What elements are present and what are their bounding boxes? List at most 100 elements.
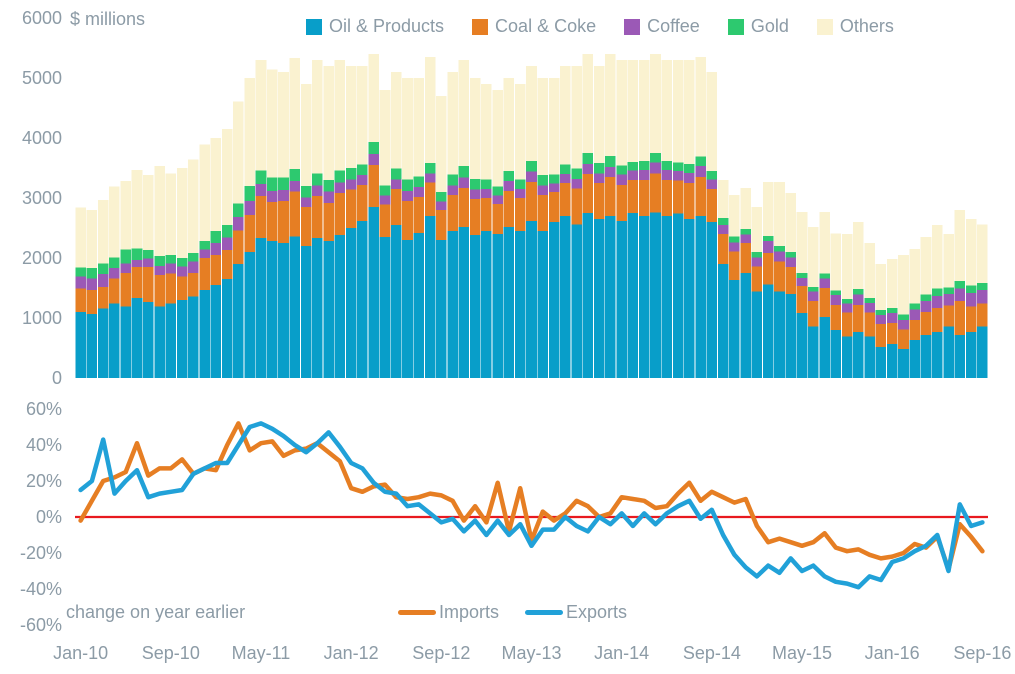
bar-segment: [368, 154, 379, 165]
bar-segment: [537, 185, 549, 195]
bar-segment: [514, 179, 526, 189]
bar-segment: [165, 303, 177, 378]
bar-segment: [875, 324, 887, 347]
bar-segment: [627, 60, 639, 162]
bar-segment: [605, 177, 616, 216]
bar-segment: [436, 96, 447, 192]
bar-segment: [605, 216, 616, 378]
bar-segment: [819, 288, 830, 317]
bar-segment: [943, 294, 954, 306]
bar-segment: [402, 78, 413, 180]
bar-segment: [436, 240, 447, 378]
bar-segment: [221, 237, 233, 251]
axis-tick-label: May-13: [501, 643, 561, 663]
bar-segment: [481, 84, 492, 180]
bar-segment: [605, 156, 616, 167]
bar-segment: [616, 165, 627, 175]
bar-segment: [503, 78, 515, 171]
bar-segment: [920, 312, 932, 335]
bar-segment: [650, 212, 661, 378]
bar-segment: [684, 163, 695, 173]
bar-segment: [86, 278, 98, 290]
bar-segment: [965, 219, 977, 286]
bar-segment: [774, 291, 785, 378]
bar-segment: [199, 241, 210, 250]
bar-segment: [537, 195, 549, 231]
bar-segment: [650, 173, 661, 213]
bar-segment: [278, 190, 289, 201]
bar-segment: [830, 233, 842, 291]
bar-segment: [390, 72, 402, 169]
bar-segment: [672, 162, 684, 171]
bar-segment: [142, 301, 154, 378]
bar-segment: [492, 186, 503, 196]
bar-segment: [221, 250, 233, 279]
bar-segment: [244, 186, 255, 201]
bar-segment: [447, 231, 458, 378]
bar-segment: [729, 242, 740, 252]
bar-segment: [244, 78, 255, 186]
bar-segment: [808, 291, 819, 302]
bar-segment: [289, 191, 301, 237]
bar-segment: [774, 181, 785, 246]
bar-segment: [436, 192, 447, 202]
bar-segment: [785, 252, 797, 258]
bar-segment: [368, 165, 379, 207]
bar-segment: [853, 331, 864, 378]
bar-segment: [334, 60, 346, 171]
bar-segment: [503, 181, 515, 191]
axis-tick-label: 40%: [26, 435, 62, 455]
bar-segment: [120, 181, 132, 250]
bar-segment: [560, 183, 571, 216]
bar-segment: [334, 170, 346, 183]
bar-segment: [650, 153, 661, 163]
bar-segment: [627, 213, 639, 378]
bar-segment: [176, 300, 188, 378]
bar-segment: [233, 264, 244, 378]
bar-segment: [560, 216, 571, 378]
bar-segment: [323, 241, 334, 378]
bar-segment: [165, 273, 177, 304]
bar-segment: [188, 273, 199, 297]
bar-segment: [627, 170, 639, 180]
bar-segment: [289, 181, 301, 192]
bar-segment: [954, 210, 966, 281]
bar-segment: [943, 326, 954, 378]
bar-segment: [548, 183, 560, 192]
bar-segment: [571, 224, 582, 378]
bar-segment: [548, 192, 560, 222]
bar-segment: [323, 202, 334, 242]
bar-segment: [796, 273, 808, 278]
bar-segment: [965, 331, 977, 378]
bar-segment: [616, 184, 627, 221]
axis-tick-label: 6000: [22, 8, 62, 28]
bar-segment: [86, 268, 98, 279]
bar-segment: [75, 288, 86, 312]
bar-segment: [379, 195, 391, 205]
bar-segment: [954, 280, 966, 289]
bar-segment: [977, 303, 988, 327]
bar-segment: [447, 185, 458, 195]
bar-segment: [75, 276, 86, 289]
bar-segment: [424, 182, 436, 216]
bar-segment: [977, 326, 988, 378]
bar-segment: [300, 207, 312, 246]
bar-segment: [357, 220, 368, 378]
bar-segment: [875, 315, 887, 324]
bar-segment: [898, 349, 909, 378]
bar-segment: [751, 257, 763, 267]
bar-segment: [424, 163, 436, 174]
legend-label: Others: [839, 16, 894, 36]
bar-segment: [469, 78, 481, 179]
line-y-axis: 60% 40% 20% 0% -20% -40% -60%: [20, 399, 62, 635]
bar-segment: [695, 57, 706, 157]
bar-segment: [300, 84, 312, 186]
bar-segment: [965, 292, 977, 307]
bar-y-axis: 0 1000 2000 3000 4000 5000 6000: [22, 8, 62, 388]
bar-segment: [762, 241, 774, 254]
bar-segment: [785, 257, 797, 267]
bar-segment: [379, 90, 391, 186]
bar-segment: [210, 138, 222, 231]
bar-segment: [785, 193, 797, 252]
bar-segment: [560, 66, 571, 165]
